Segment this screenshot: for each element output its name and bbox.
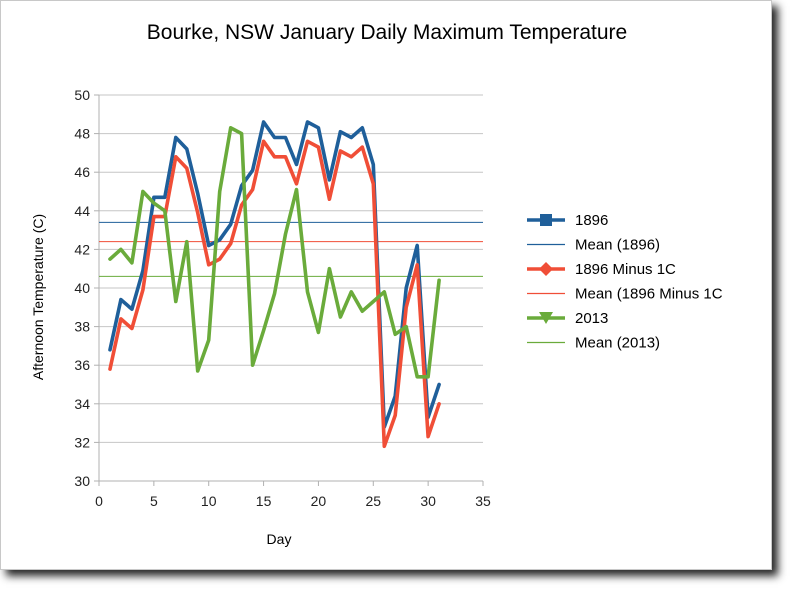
legend-label: 1896 Minus 1C [575, 261, 676, 278]
y-tick-label: 44 [74, 203, 90, 219]
series-line [108, 126, 441, 379]
series-line [108, 120, 441, 429]
legend-label: 2013 [575, 310, 608, 327]
x-tick-label: 10 [201, 493, 217, 509]
x-tick-label: 20 [311, 493, 327, 509]
y-tick-label: 36 [74, 357, 90, 373]
legend-label: 1896 [575, 212, 608, 229]
x-tick-label: 35 [475, 493, 491, 509]
y-tick-label: 32 [74, 434, 90, 450]
y-tick-label: 30 [74, 473, 90, 489]
chart-title: Bourke, NSW January Daily Maximum Temper… [147, 21, 627, 44]
x-tick-label: 5 [150, 493, 158, 509]
legend-label: Mean (2013) [575, 335, 660, 352]
x-tick-label: 15 [256, 493, 272, 509]
x-tick-label: 25 [365, 493, 381, 509]
axes [94, 94, 484, 486]
y-tick-label: 46 [74, 164, 90, 180]
y-tick-label: 34 [74, 396, 90, 412]
legend-label: Mean (1896 Minus 1C [575, 286, 723, 303]
y-axis-label: Afternoon Temperature (C) [30, 214, 46, 380]
series-lines [108, 120, 441, 449]
chart-frame: Bourke, NSW January Daily Maximum Temper… [0, 0, 772, 570]
y-tick-label: 50 [74, 87, 90, 103]
x-axis-label: Day [267, 531, 292, 547]
y-tick-label: 38 [74, 319, 90, 335]
legend-marker-square [540, 214, 552, 226]
legend-marker-diamond [539, 262, 553, 276]
y-tick-label: 42 [74, 241, 90, 257]
x-tick-label: 0 [95, 493, 103, 509]
legend-label: Mean (1896) [575, 237, 660, 254]
y-tick-label: 40 [74, 280, 90, 296]
tick-labels: 30 32 34 36 38 40 42 44 46 48 50 0 5 10 15 20 25 30 35 [74, 87, 491, 509]
legend-marker-triangle [539, 312, 553, 324]
x-tick-label: 30 [420, 493, 436, 509]
legend: 1896 Mean (1896) 1896 Minus 1C Mean (1896 M… [527, 212, 723, 352]
y-tick-label: 48 [74, 126, 90, 142]
